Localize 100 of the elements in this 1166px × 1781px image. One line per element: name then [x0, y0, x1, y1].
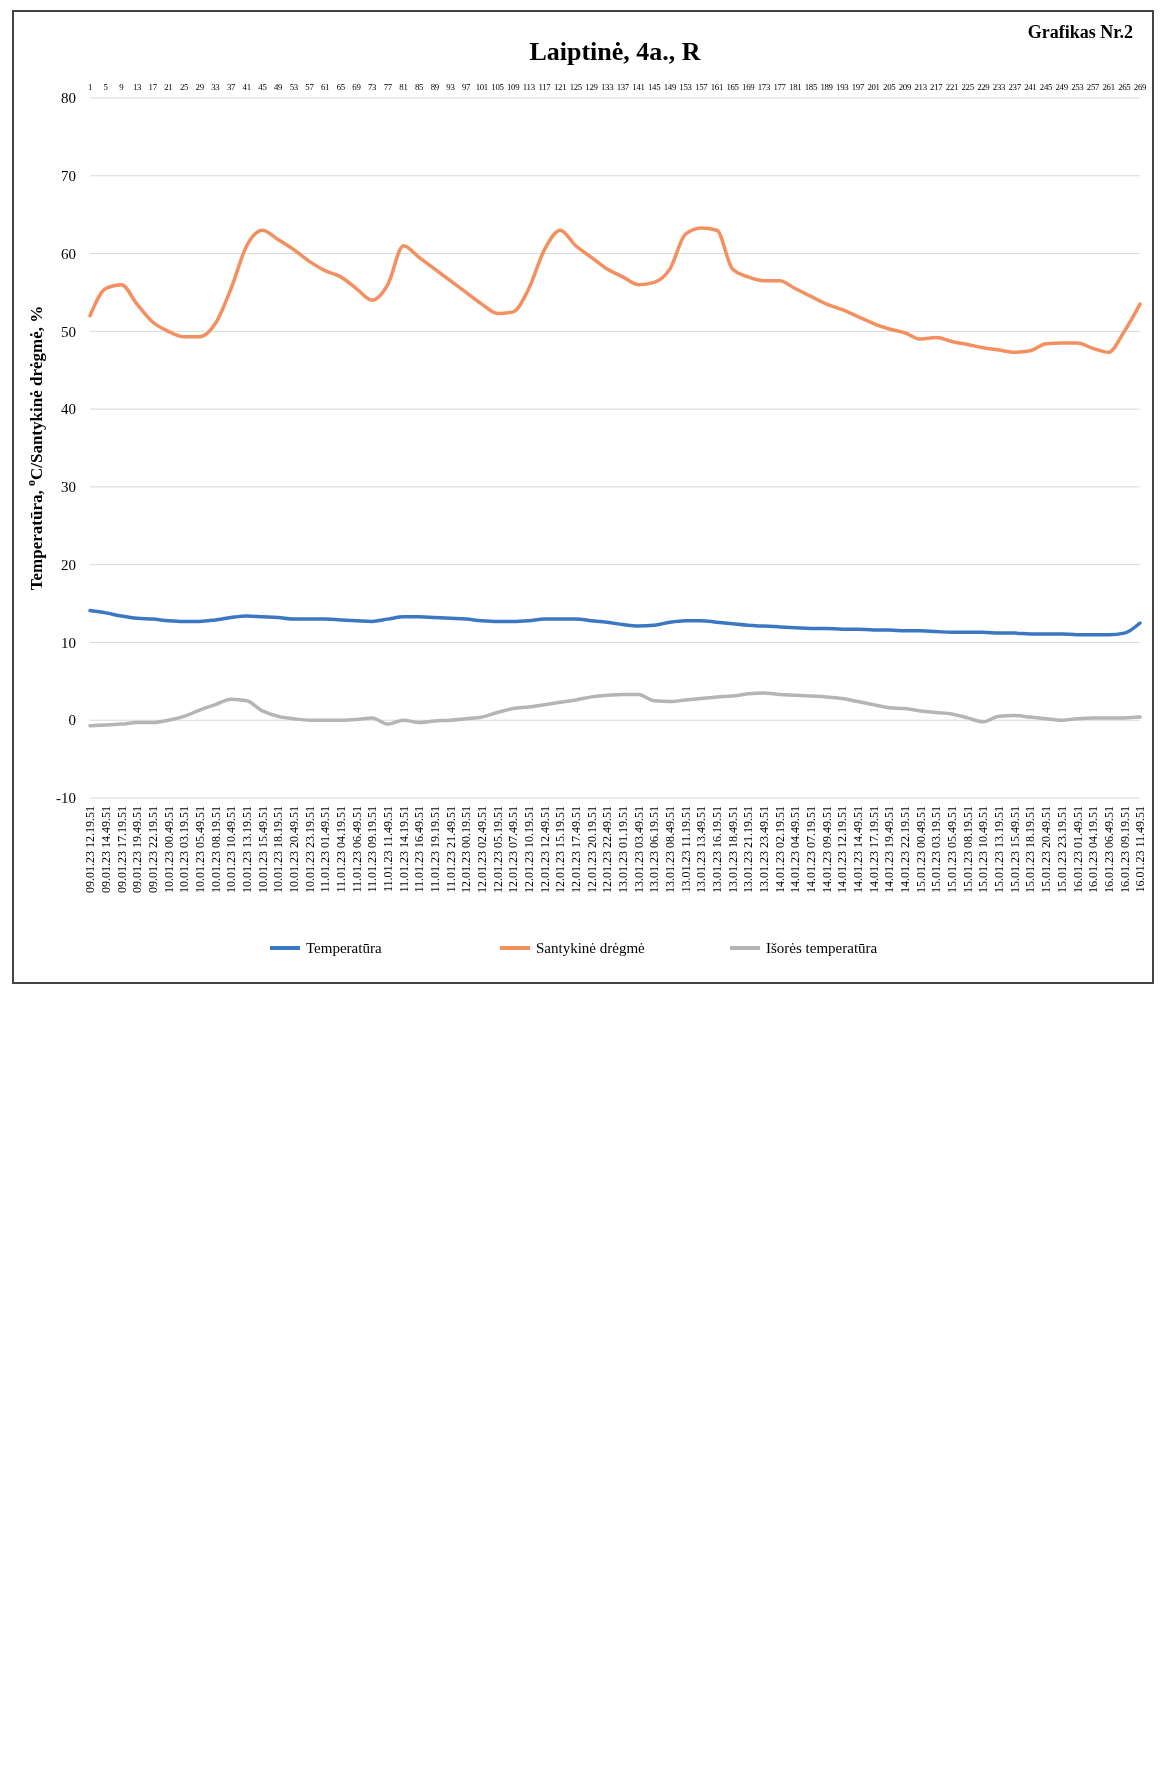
x2-tick-label: 77	[383, 82, 393, 92]
x2-tick-label: 245	[1039, 82, 1054, 92]
x-tick-label: 13.01.23 01.19.51	[616, 806, 631, 893]
x-tick-label: 15.01.23 13.19.51	[992, 806, 1007, 893]
x2-tick-label: 213	[914, 82, 928, 92]
x-tick-label: 14.01.23 19.49.51	[882, 806, 897, 893]
x-tick-label: 12.01.23 02.49.51	[474, 806, 489, 893]
x2-tick-label: 69	[352, 82, 362, 92]
x-tick-label: 14.01.23 12.19.51	[835, 806, 850, 893]
x2-tick-label: 17	[148, 82, 158, 92]
x-tick-label: 12.01.23 12.49.51	[537, 806, 552, 893]
x-tick-label: 12.01.23 20.19.51	[584, 806, 599, 893]
x2-tick-label: 205	[883, 82, 897, 92]
x2-tick-label: 161	[710, 82, 724, 92]
x2-tick-label: 225	[961, 82, 975, 92]
x-tick-label: 15.01.23 10.49.51	[976, 806, 991, 893]
x-tick-label: 14.01.23 17.19.51	[866, 806, 881, 893]
y-tick-label: 10	[61, 634, 76, 651]
y-tick-label: 30	[61, 479, 76, 496]
y-tick-label: 40	[61, 401, 76, 418]
x2-tick-label: 117	[538, 82, 552, 92]
x-tick-label: 10.01.23 15.49.51	[255, 806, 270, 893]
x-tick-label: 12.01.23 17.49.51	[569, 806, 584, 893]
y-tick-label: 60	[61, 245, 76, 262]
x2-tick-label: 93	[446, 82, 456, 92]
x2-tick-label: 237	[1008, 82, 1022, 92]
x-tick-label: 15.01.23 08.19.51	[960, 806, 975, 893]
y-tick-label: 20	[61, 556, 76, 573]
x-tick-label: 10.01.23 05.49.51	[192, 806, 207, 893]
x-tick-label: 14.01.23 09.49.51	[819, 806, 834, 893]
x-tick-label: 10.01.23 10.49.51	[224, 806, 239, 893]
x2-tick-label: 97	[462, 82, 472, 92]
x2-tick-label: 261	[1102, 82, 1115, 92]
x-tick-label: 11.01.23 14.19.51	[396, 806, 411, 893]
x-tick-label: 09.01.23 19.49.51	[130, 806, 145, 893]
x-tick-label: 15.01.23 03.19.51	[929, 806, 944, 893]
x-tick-label: 15.01.23 00.49.51	[913, 806, 928, 893]
y-tick-label: -10	[56, 790, 76, 807]
x-tick-label: 13.01.23 03.49.51	[631, 806, 646, 893]
x2-tick-label: 65	[336, 82, 346, 92]
y-tick-label: 0	[68, 712, 76, 729]
x2-tick-label: 257	[1086, 82, 1101, 92]
x-tick-label: 16.01.23 06.49.51	[1101, 806, 1116, 893]
x2-tick-label: 233	[992, 82, 1006, 92]
line-series	[88, 226, 1142, 355]
x-tick-label: 13.01.23 16.19.51	[710, 806, 725, 893]
x2-tick-label: 9	[119, 82, 125, 92]
x2-tick-label: 45	[258, 82, 268, 92]
x-tick-label: 11.01.23 01.49.51	[318, 806, 333, 893]
x2-tick-label: 21	[164, 82, 173, 92]
line-series	[88, 691, 1142, 728]
x-tick-label: 13.01.23 23.49.51	[757, 806, 772, 893]
x-tick-label: 09.01.23 12.19.51	[83, 806, 98, 893]
x-tick-label: 12.01.23 05.19.51	[490, 806, 505, 893]
x2-tick-label: 141	[632, 82, 645, 92]
x-tick-label: 15.01.23 23.19.51	[1054, 806, 1069, 893]
x2-tick-label: 5	[103, 82, 109, 92]
legend-label: Santykinė drėgmė	[536, 940, 646, 957]
x-tick-label: 11.01.23 04.19.51	[333, 806, 348, 893]
x-tick-label: 11.01.23 21.49.51	[443, 806, 458, 893]
x2-tick-label: 81	[399, 82, 408, 92]
x-tick-label: 13.01.23 21.19.51	[741, 806, 756, 893]
text: Grafikas Nr.2	[1027, 22, 1133, 42]
line-series	[88, 608, 1142, 637]
x-tick-label: 10.01.23 20.49.51	[286, 806, 301, 893]
x-tick-label: 16.01.23 09.19.51	[1117, 806, 1132, 893]
y-tick-label: 50	[61, 323, 76, 340]
x2-tick-label: 29	[195, 82, 205, 92]
x2-tick-label: 109	[506, 82, 521, 92]
x2-tick-label: 269	[1133, 82, 1148, 92]
x-tick-label: 11.01.23 19.19.51	[427, 806, 442, 893]
y-tick-label: 80	[61, 90, 76, 107]
x2-tick-label: 145	[648, 82, 662, 92]
x2-tick-label: 253	[1071, 82, 1085, 92]
x2-tick-label: 37	[226, 82, 237, 92]
x-tick-label: 14.01.23 02.19.51	[772, 806, 787, 893]
x-tick-label: 10.01.23 03.19.51	[177, 806, 192, 893]
x-tick-label: 10.01.23 23.19.51	[302, 806, 317, 893]
x-tick-label: 12.01.23 07.49.51	[506, 806, 521, 893]
x2-tick-label: 265	[1118, 82, 1132, 92]
x2-tick-label: 137	[616, 82, 630, 92]
x2-tick-label: 201	[867, 82, 880, 92]
x-tick-label: 15.01.23 18.19.51	[1023, 806, 1038, 893]
x-tick-label: 12.01.23 10.19.51	[522, 806, 537, 893]
x-tick-label: 14.01.23 22.19.51	[898, 806, 913, 893]
x-tick-label: 14.01.23 04.49.51	[788, 806, 803, 893]
x2-tick-label: 53	[289, 82, 299, 92]
x-tick-label: 10.01.23 13.19.51	[239, 806, 254, 893]
x2-tick-label: 193	[836, 82, 850, 92]
x2-tick-label: 249	[1055, 82, 1069, 92]
x-tick-label: 10.01.23 00.49.51	[161, 806, 176, 893]
x-tick-label: 11.01.23 06.49.51	[349, 806, 364, 893]
x2-tick-label: 1	[87, 82, 93, 92]
x-tick-label: 15.01.23 05.49.51	[945, 806, 960, 893]
x-tick-label: 11.01.23 09.19.51	[365, 806, 380, 893]
x-tick-label: 16.01.23 01.49.51	[1070, 806, 1085, 893]
x2-tick-label: 49	[273, 82, 284, 92]
x-tick-label: 14.01.23 14.49.51	[851, 806, 866, 893]
x2-tick-label: 177	[773, 82, 787, 92]
x-tick-label: 13.01.23 06.19.51	[647, 806, 662, 893]
